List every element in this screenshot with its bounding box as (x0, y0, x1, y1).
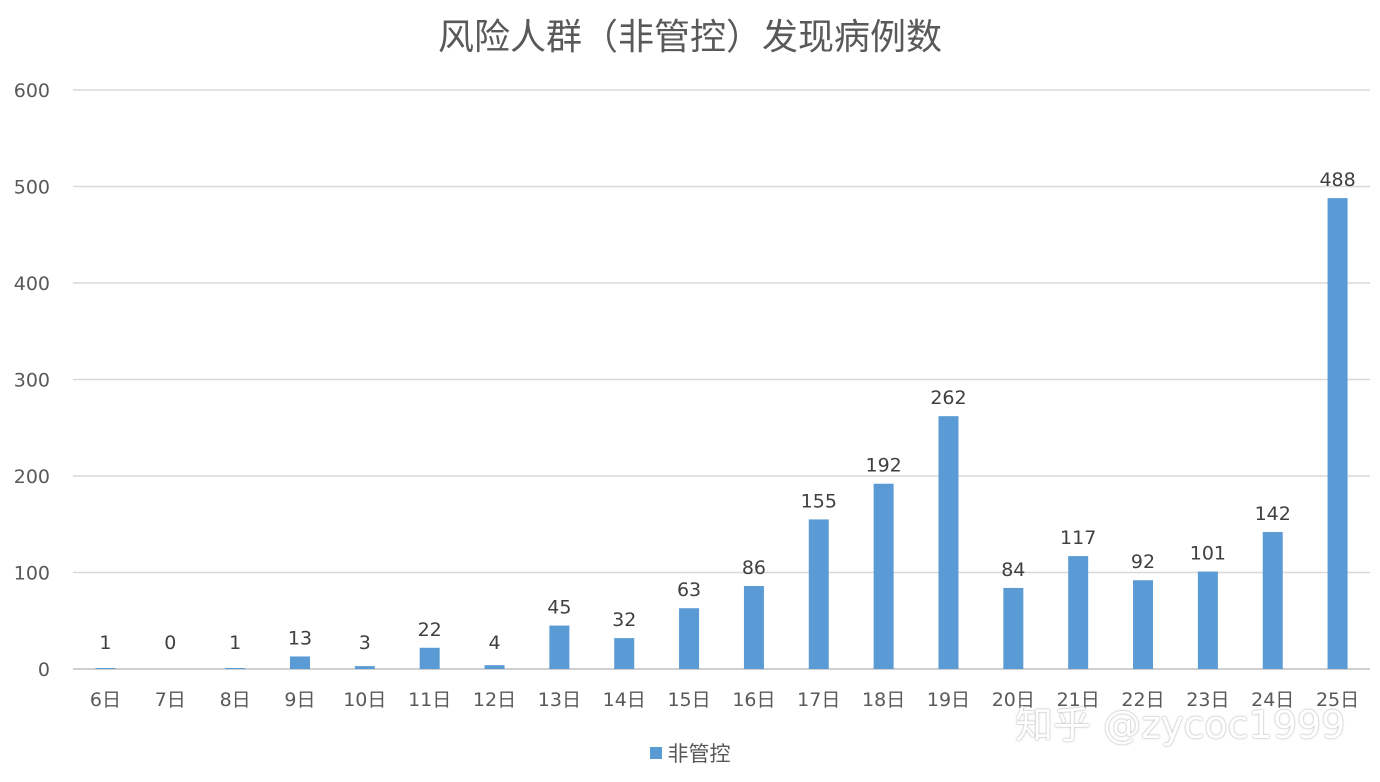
y-tick-label: 400 (14, 273, 50, 295)
x-tick-label: 18日 (862, 689, 905, 711)
data-label: 142 (1255, 503, 1291, 525)
legend: 非管控 (0, 738, 1380, 768)
data-label: 13 (288, 627, 312, 649)
bar (938, 416, 959, 669)
x-tick-label: 14日 (603, 689, 646, 711)
data-label: 262 (930, 387, 966, 409)
bar (354, 666, 375, 669)
x-tick-label: 20日 (992, 689, 1035, 711)
x-tick-label: 11日 (408, 689, 451, 711)
data-label: 101 (1190, 543, 1226, 565)
bar (743, 586, 764, 669)
y-tick-label: 0 (38, 659, 50, 681)
legend-swatch (649, 747, 662, 759)
data-label: 117 (1060, 527, 1096, 549)
data-label: 1 (99, 632, 111, 654)
data-label: 4 (488, 632, 500, 654)
data-label: 63 (677, 579, 701, 601)
bar (1262, 531, 1283, 669)
legend-label: 非管控 (667, 742, 731, 766)
watermark: 知乎 @zycoc1999 (1015, 703, 1346, 747)
x-tick-label: 17日 (797, 689, 840, 711)
x-tick-label: 12日 (473, 689, 516, 711)
data-label: 86 (742, 557, 766, 579)
data-label: 0 (164, 632, 176, 654)
bar (484, 665, 505, 669)
y-tick-label: 100 (14, 563, 50, 585)
data-label: 92 (1131, 551, 1155, 573)
bar (95, 668, 116, 669)
x-tick-label: 23日 (1186, 689, 1229, 711)
chart-title: 风险人群（非管控）发现病例数 (437, 17, 942, 58)
data-label: 488 (1319, 169, 1355, 191)
x-tick-label: 10日 (343, 689, 386, 711)
x-tick-label: 24日 (1251, 689, 1294, 711)
bar (1197, 571, 1218, 669)
bar (679, 608, 700, 669)
y-tick-label: 300 (14, 370, 50, 392)
x-tick-label: 19日 (927, 689, 970, 711)
data-label: 3 (359, 632, 371, 654)
x-tick-label: 7日 (155, 689, 186, 711)
bar (419, 647, 440, 669)
bar (1068, 556, 1089, 669)
x-tick-label: 22日 (1121, 689, 1164, 711)
bar (225, 668, 246, 669)
bar (1133, 580, 1154, 669)
y-tick-label: 200 (14, 466, 50, 488)
x-tick-label: 25日 (1316, 689, 1359, 711)
x-tick-label: 8日 (220, 689, 251, 711)
data-label: 1 (229, 632, 241, 654)
x-tick-label: 6日 (90, 689, 121, 711)
y-tick-label: 500 (14, 177, 50, 199)
bar (1327, 198, 1348, 669)
x-tick-label: 15日 (667, 689, 710, 711)
x-tick-label: 21日 (1057, 689, 1100, 711)
y-tick-label: 600 (14, 80, 50, 102)
bar (808, 519, 829, 669)
bar (549, 625, 570, 669)
data-label: 45 (547, 597, 571, 619)
data-label: 32 (612, 609, 636, 631)
data-label: 84 (1001, 559, 1025, 581)
x-tick-label: 16日 (732, 689, 775, 711)
data-label: 22 (418, 619, 442, 641)
bar (1003, 587, 1024, 669)
data-label: 155 (801, 490, 837, 512)
x-tick-label: 13日 (538, 689, 581, 711)
x-tick-label: 9日 (284, 689, 315, 711)
data-label: 192 (865, 455, 901, 477)
bar (873, 483, 894, 669)
bar (289, 656, 310, 669)
bar (614, 638, 635, 669)
